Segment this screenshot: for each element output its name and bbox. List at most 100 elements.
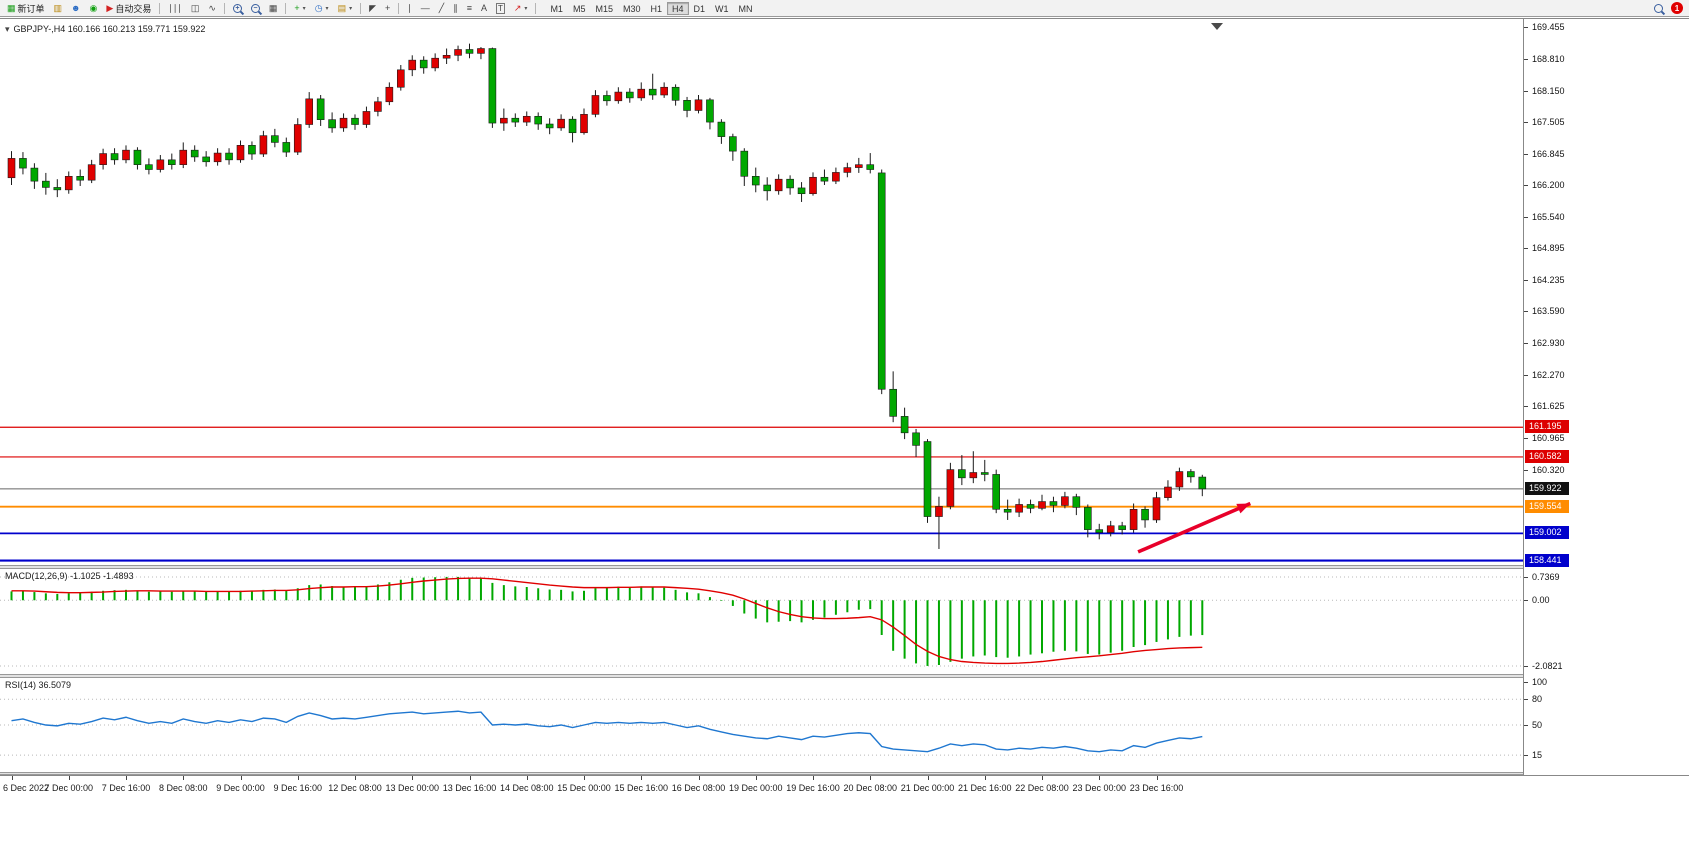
time-axis-tick (240, 776, 242, 780)
panel-separator[interactable] (0, 772, 1689, 775)
zoom-in-button[interactable]: + (229, 1, 246, 15)
bar-chart-button[interactable]: ∣∣∣ (164, 1, 186, 15)
zoom-out-button[interactable]: − (247, 1, 264, 15)
price-axis-tick (1524, 27, 1528, 29)
time-axis-tick (297, 776, 299, 780)
symbol-ohlc-text: GBPJPY-,H4 160.166 160.213 159.771 159.9… (13, 24, 206, 34)
vertical-line-button[interactable]: ∣ (403, 1, 416, 15)
text-button[interactable]: A (477, 1, 491, 15)
time-axis-tick (755, 776, 757, 780)
time-axis-label: 20 Dec 08:00 (843, 783, 898, 793)
crosshair-button[interactable]: + (381, 1, 394, 15)
panel-separator[interactable] (0, 565, 1689, 569)
price-axis-tick (1524, 406, 1528, 408)
time-axis-label: 12 Dec 08:00 (328, 783, 382, 793)
profile-button[interactable]: ☻ (67, 1, 84, 15)
time-axis-tick (927, 776, 929, 780)
macd-plot[interactable] (0, 569, 1523, 674)
candlestick-chart-icon: ◫ (190, 3, 200, 13)
price-chart-panel[interactable]: ▾ GBPJPY-,H4 160.166 160.213 159.771 159… (0, 19, 1523, 565)
price-axis-label: 165.540 (1532, 211, 1565, 222)
timeframe-w1[interactable]: W1 (715, 3, 729, 14)
price-tag: 159.002 (1525, 526, 1569, 540)
chart-window: ▾ GBPJPY-,H4 160.166 160.213 159.771 159… (0, 18, 1689, 798)
timeframe-mn[interactable]: MN (738, 3, 753, 14)
timeframe-h4[interactable]: H4 (667, 1, 689, 15)
new-order-button[interactable]: ▦ 新订单 (3, 1, 49, 15)
rsi-axis-tick (1524, 725, 1528, 726)
time-axis-tick (1099, 776, 1101, 780)
time-axis-label: 22 Dec 08:00 (1015, 783, 1069, 793)
trendline-button[interactable]: ╱ (435, 1, 448, 15)
price-axis-label: 166.845 (1532, 148, 1565, 159)
toolbar-separator (360, 2, 362, 14)
cursor-icon: ◤ (369, 3, 377, 13)
crosshair-icon: + (385, 3, 391, 13)
time-axis-label: 23 Dec 00:00 (1072, 783, 1127, 793)
tile-windows-button[interactable]: ▦ (265, 1, 282, 15)
rsi-panel[interactable]: RSI(14) 36.5079 (0, 678, 1523, 772)
arrows-button[interactable]: ↗ ▾ (510, 1, 532, 15)
panel-separator[interactable] (0, 674, 1689, 678)
fibonacci-button[interactable]: ≡ (463, 1, 476, 15)
time-axis-label: 15 Dec 16:00 (614, 783, 669, 793)
time-axis-tick (813, 776, 814, 780)
rsi-axis-label: 50 (1532, 720, 1543, 730)
timeframe-m15[interactable]: M15 (595, 3, 613, 14)
time-axis-label: 21 Dec 16:00 (957, 783, 1012, 793)
price-tag: 161.195 (1525, 420, 1569, 434)
rsi-plot[interactable] (0, 678, 1523, 772)
timeframe-m30[interactable]: M30 (622, 3, 641, 14)
price-axis-label: 169.455 (1532, 22, 1565, 33)
new-order-icon: ▦ (7, 3, 16, 13)
candle-chart-button[interactable]: ◫ (187, 1, 204, 15)
timeframe-h1[interactable]: H1 (650, 3, 663, 14)
search-icon[interactable] (1654, 3, 1663, 13)
time-axis-tick (984, 776, 986, 780)
time-axis-label: 13 Dec 00:00 (385, 783, 440, 793)
time-axis-label: 8 Dec 08:00 (158, 783, 208, 793)
timeframe-m1[interactable]: M1 (550, 3, 563, 14)
time-axis-label: 23 Dec 16:00 (1129, 783, 1184, 793)
time-axis-label: 14 Dec 08:00 (499, 783, 554, 793)
price-axis[interactable]: 169.455 168.810 168.150 167.505 166.845 166.2… (1523, 19, 1689, 775)
time-axis-label: 6 Dec 2022 (3, 783, 50, 793)
price-axis-tick (1524, 121, 1528, 123)
rsi-axis-tick (1524, 755, 1528, 757)
macd-panel[interactable]: MACD(12,26,9) -1.1025 -1.4893 (0, 569, 1523, 674)
price-axis-label: 162.270 (1532, 370, 1565, 381)
timeframe-d1[interactable]: D1 (693, 3, 706, 14)
channel-button[interactable]: ∥ (449, 1, 462, 15)
price-axis-tick (1524, 216, 1528, 218)
cursor-button[interactable]: ◤ (365, 1, 380, 15)
time-axis-label: 9 Dec 00:00 (216, 783, 265, 793)
horizontal-line-button[interactable]: — (417, 1, 434, 15)
market-watch-icon: ◉ (89, 3, 98, 13)
line-chart-button[interactable]: ∿ (204, 1, 220, 15)
time-axis-tick (11, 776, 13, 780)
candlestick-plot[interactable] (0, 19, 1523, 565)
templates-button[interactable]: ▤ ▾ (334, 1, 357, 15)
market-watch-button[interactable]: ◉ (86, 1, 102, 15)
text-label-button[interactable]: T (492, 1, 509, 15)
chart-window-button[interactable]: ▥ (50, 1, 67, 15)
time-axis-label: 9 Dec 16:00 (273, 783, 323, 793)
time-axis[interactable]: 6 Dec 2022 7 Dec 00:00 7 Dec 16:00 8 Dec 08… (0, 775, 1689, 798)
add-indicator-icon: + (294, 3, 300, 13)
symbol-dropdown-icon[interactable]: ▾ (5, 24, 10, 34)
new-order-label: 新订单 (17, 3, 45, 14)
periods-button[interactable]: ◷ ▾ (311, 1, 333, 15)
price-axis-label: 160.965 (1532, 433, 1565, 444)
price-axis-label: 164.895 (1532, 243, 1565, 254)
timeframe-toolbar: M1 M5 M15 M30 H1 H4 D1 W1 MN (545, 1, 757, 15)
time-axis-tick (355, 776, 356, 780)
price-axis-tick (1524, 469, 1528, 471)
notification-badge[interactable]: 1 (1671, 2, 1683, 14)
macd-axis-tick (1524, 665, 1528, 667)
macd-axis-label: 0.7369 (1532, 572, 1560, 582)
macd-axis-label: 0.00 (1532, 595, 1550, 606)
autotrade-button[interactable]: ▶ 自动交易 (102, 1, 155, 15)
indicators-button[interactable]: + ▾ (290, 1, 309, 15)
price-axis-tick (1524, 153, 1528, 155)
timeframe-m5[interactable]: M5 (572, 3, 586, 14)
